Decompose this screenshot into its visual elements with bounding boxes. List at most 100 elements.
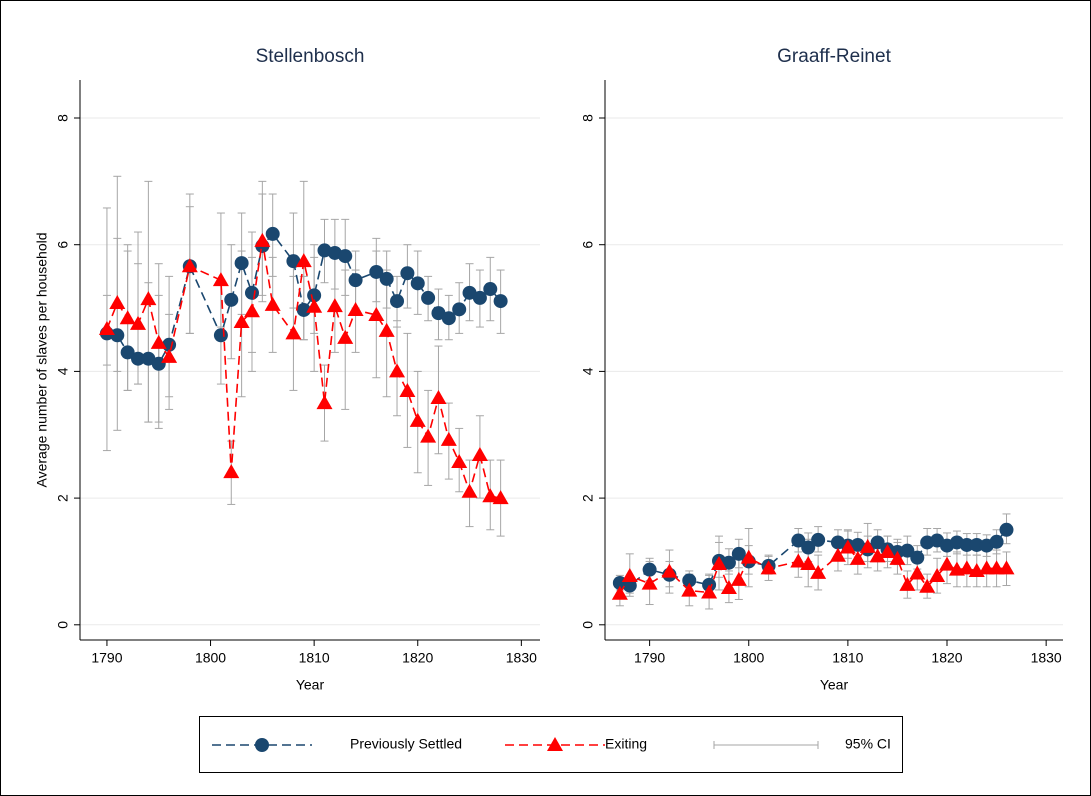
marker xyxy=(682,573,697,588)
marker xyxy=(642,562,657,577)
marker xyxy=(969,537,984,552)
marker xyxy=(213,328,228,343)
marker xyxy=(400,266,415,281)
marker xyxy=(641,575,658,590)
x-axis-label: Year xyxy=(820,677,849,693)
marker xyxy=(151,356,166,371)
marker xyxy=(244,285,259,300)
marker xyxy=(120,345,135,360)
marker xyxy=(810,564,827,579)
marker xyxy=(721,555,736,570)
marker xyxy=(998,560,1015,575)
marker xyxy=(482,488,499,503)
marker xyxy=(900,543,915,558)
marker xyxy=(337,329,354,344)
marker xyxy=(265,226,280,241)
y-tick-label: 8 xyxy=(580,114,596,122)
marker xyxy=(255,738,269,752)
marker xyxy=(999,522,1014,537)
x-tick-label: 1830 xyxy=(1031,650,1062,666)
marker xyxy=(989,534,1004,549)
marker xyxy=(233,313,250,328)
x-tick-label: 1800 xyxy=(733,650,764,666)
marker xyxy=(440,431,457,446)
marker xyxy=(919,578,936,593)
y-tick-label: 4 xyxy=(55,367,71,375)
marker xyxy=(254,232,271,247)
marker xyxy=(348,273,363,288)
marker xyxy=(959,537,974,552)
marker xyxy=(399,383,416,398)
marker xyxy=(378,322,395,337)
marker xyxy=(110,328,125,343)
marker xyxy=(98,320,115,335)
marker xyxy=(150,334,167,349)
y-tick-label: 4 xyxy=(580,367,596,375)
marker xyxy=(909,565,926,580)
marker xyxy=(430,390,447,405)
marker xyxy=(849,550,866,565)
marker xyxy=(441,311,456,326)
marker xyxy=(264,296,281,311)
marker xyxy=(870,535,885,550)
marker xyxy=(760,560,777,575)
marker xyxy=(899,576,916,591)
marker xyxy=(368,307,385,322)
marker xyxy=(740,549,757,564)
series-line xyxy=(106,232,502,365)
marker xyxy=(161,348,178,363)
marker xyxy=(379,271,394,286)
marker xyxy=(731,546,746,561)
x-axis-label: Year xyxy=(296,677,325,693)
panel-title: Graaff-Reinet xyxy=(777,46,891,67)
y-tick-label: 2 xyxy=(55,494,71,502)
marker xyxy=(711,555,728,570)
series-line xyxy=(106,240,501,499)
marker xyxy=(461,483,478,498)
legend-label: 95% CI xyxy=(845,736,891,752)
marker xyxy=(829,547,846,562)
marker xyxy=(452,302,467,317)
marker xyxy=(223,464,240,479)
legend-label: Exiting xyxy=(605,736,647,752)
x-tick-label: 1810 xyxy=(832,650,863,666)
x-tick-label: 1790 xyxy=(634,650,665,666)
marker xyxy=(212,272,229,287)
marker xyxy=(879,543,896,558)
marker xyxy=(234,256,249,271)
marker xyxy=(730,571,747,586)
marker xyxy=(451,453,468,468)
marker xyxy=(493,294,508,309)
marker xyxy=(109,294,126,309)
marker xyxy=(140,291,157,306)
marker xyxy=(681,582,698,597)
marker xyxy=(611,585,628,600)
marker xyxy=(472,290,487,305)
marker xyxy=(390,294,405,309)
marker xyxy=(119,310,136,325)
marker xyxy=(661,563,678,578)
marker xyxy=(243,303,260,318)
marker xyxy=(421,290,436,305)
marker xyxy=(910,550,925,565)
y-tick-label: 6 xyxy=(580,241,596,249)
y-tick-label: 0 xyxy=(580,621,596,629)
marker xyxy=(471,447,488,462)
marker xyxy=(295,253,312,268)
marker xyxy=(420,428,437,443)
marker xyxy=(791,533,806,548)
x-tick-label: 1790 xyxy=(91,650,122,666)
marker xyxy=(338,249,353,264)
marker xyxy=(409,412,426,427)
marker xyxy=(431,306,446,321)
marker xyxy=(326,298,343,313)
marker xyxy=(492,490,509,505)
marker xyxy=(285,325,302,340)
marker xyxy=(181,258,198,273)
marker xyxy=(369,264,384,279)
marker xyxy=(130,315,147,330)
marker xyxy=(701,584,718,599)
marker xyxy=(869,548,886,563)
marker xyxy=(547,737,563,751)
marker xyxy=(859,538,876,553)
